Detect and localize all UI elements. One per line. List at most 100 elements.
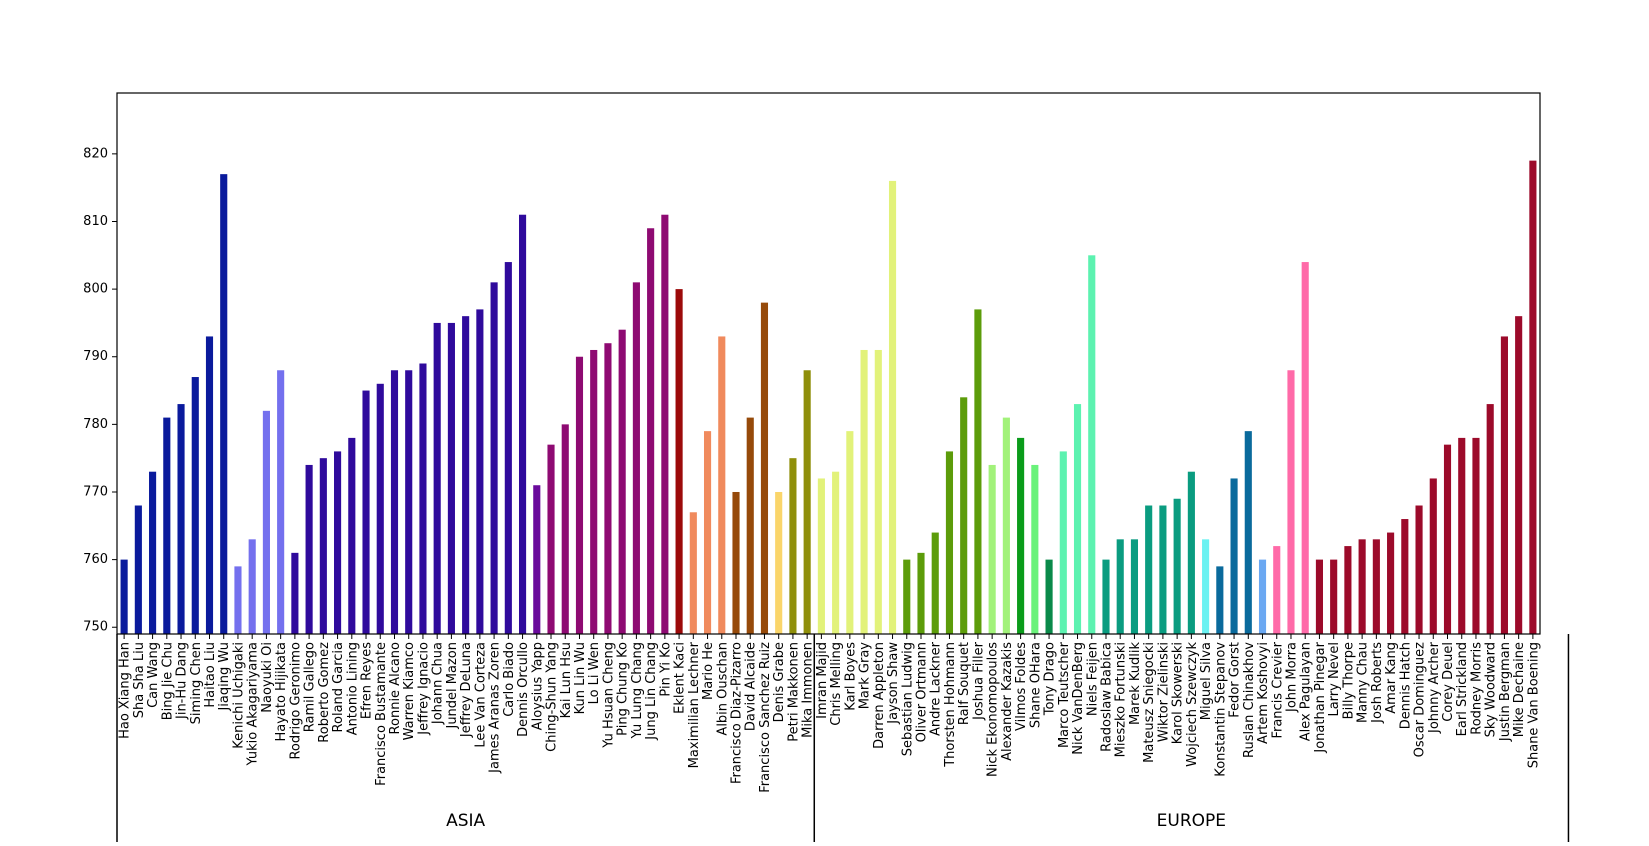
x-tick-label: Pin Yi Ko: [658, 642, 673, 697]
x-tick-label: John Morra: [1284, 642, 1299, 713]
x-tick-label: Ronnie Alcano: [388, 642, 403, 734]
bar: [1387, 532, 1395, 634]
x-tick-label: Konstantin Stepanov: [1213, 642, 1228, 777]
bar: [1002, 417, 1010, 634]
x-tick-label: Fedor Gorst: [1228, 642, 1243, 718]
bar: [205, 336, 214, 634]
bar: [1529, 160, 1537, 635]
x-tick-label: Francisco Diaz-Pizarro: [730, 642, 745, 784]
bar: [945, 451, 954, 634]
x-tick-label: Miguel Silva: [1199, 642, 1214, 720]
x-tick-label: Karl Boyes: [843, 642, 858, 711]
bar: [1330, 559, 1338, 634]
x-tick-label: Francisco Bustamante: [374, 642, 389, 786]
bar: [1287, 370, 1295, 634]
x-tick-label: Roberto Gomez: [317, 642, 332, 743]
bar: [1344, 546, 1352, 634]
bar: [1187, 471, 1195, 634]
bar: [988, 464, 996, 634]
bar: [1216, 566, 1224, 635]
bar: [1059, 451, 1067, 634]
bar: [1273, 546, 1281, 634]
y-tick-label: 750: [83, 620, 108, 635]
x-tick-label: Alexander Kazakis: [1000, 642, 1015, 761]
x-tick-label: Francis Crevier: [1270, 641, 1285, 738]
x-tick-label: Mario He: [701, 642, 716, 700]
x-tick-label: Thorsten Hohmann: [943, 642, 958, 768]
bar: [447, 322, 455, 634]
x-tick-label: Kai Lun Hsu: [559, 642, 574, 718]
bar: [305, 464, 313, 634]
x-tick-label: Jeffrey DeLuna: [459, 642, 474, 738]
bar: [390, 370, 399, 634]
x-tick-label: Bing Jie Chu: [160, 642, 175, 720]
bar: [533, 485, 541, 634]
bar: [519, 214, 527, 634]
bar: [760, 302, 769, 634]
x-tick-label: Kun Lin Wu: [573, 642, 588, 714]
bar: [262, 410, 270, 634]
x-tick-label: Naoyuki Oi: [260, 642, 275, 713]
y-tick-label: 790: [83, 349, 108, 364]
bar: [419, 363, 427, 634]
x-tick-label: Lee Van Corteza: [473, 642, 488, 748]
bar: [405, 370, 413, 634]
bar: [803, 370, 811, 634]
bar: [1045, 559, 1053, 634]
x-tick-label: Shane OHara: [1028, 642, 1043, 728]
bar: [134, 505, 142, 634]
bar: [1415, 505, 1423, 634]
x-tick-label: Manny Chau: [1356, 642, 1371, 723]
x-tick-label: Ching-Shun Yang: [545, 642, 560, 752]
x-tick-label: Sebastian Ludwig: [900, 642, 915, 756]
x-tick-label: Nick VanDenBerg: [1071, 642, 1086, 755]
x-tick-label: Can Wang: [146, 642, 161, 708]
bar: [874, 349, 882, 634]
bar: [362, 390, 370, 634]
bar: [547, 444, 555, 634]
bar: [604, 343, 612, 634]
bar: [718, 336, 726, 634]
bar: [1116, 539, 1124, 634]
x-tick-label: Marco Teutscher: [1057, 641, 1072, 748]
x-tick-label: Maximilian Lechner: [687, 641, 702, 768]
x-tick-label: Ping Chung Ko: [616, 642, 631, 736]
bar: [234, 566, 242, 635]
x-tick-label: Johnny Archer: [1427, 641, 1442, 734]
bar: [974, 309, 982, 634]
x-tick-label: Wojciech Szewczyk: [1185, 642, 1200, 767]
x-tick-label: Karol Skowerski: [1171, 642, 1186, 744]
x-tick-label: Oscar Dominguez: [1413, 642, 1428, 758]
x-tick-label: Hao Xiang Han: [118, 642, 133, 739]
bar: [732, 491, 740, 634]
x-tick-label: Billy Thorpe: [1341, 642, 1356, 719]
bar: [248, 539, 256, 634]
x-tick-label: Ralf Souquet: [957, 642, 972, 725]
x-tick-label: Denis Grabe: [772, 642, 787, 722]
bar: [1429, 478, 1437, 634]
bars-layer: [120, 160, 1537, 635]
x-tick-label: Chris Melling: [829, 642, 844, 726]
x-tick-label: Carlo Biado: [502, 642, 517, 717]
bar: [1073, 404, 1082, 634]
bar: [1159, 505, 1167, 634]
x-tick-label: Aloysius Yapp: [530, 642, 545, 730]
y-tick-label: 820: [83, 146, 108, 161]
x-tick-label: Yu Lung Chang: [630, 642, 645, 739]
x-tick-label: Jiaqing Wu: [217, 642, 232, 712]
x-tick-label: Niels Feijen: [1085, 642, 1100, 716]
bar: [462, 316, 470, 634]
bar: [846, 431, 854, 635]
bar: [561, 424, 569, 634]
bar: [1315, 559, 1323, 634]
bar: [433, 322, 441, 634]
x-tick-label: Wiktor Zielinski: [1156, 642, 1171, 742]
bar: [888, 180, 897, 634]
x-tick-label: Artem Koshovyi: [1256, 642, 1271, 744]
x-tick-label: Dennis Hatch: [1398, 642, 1413, 729]
x-tick-label: Sky Woodward: [1484, 642, 1499, 737]
x-tick-label: Jundel Mazon: [445, 642, 460, 730]
x-tick-label: Haitao Liu: [203, 642, 218, 708]
x-tick-label: Jeffrey Ignacio: [416, 642, 431, 736]
x-tick-label: Mieszko Fortunski: [1114, 642, 1129, 757]
